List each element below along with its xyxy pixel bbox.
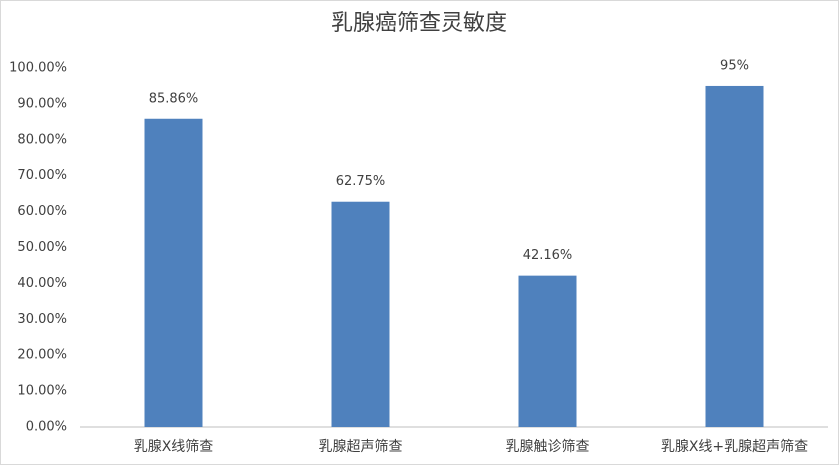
- bar: [331, 201, 390, 427]
- y-tick-label: 0.00%: [26, 420, 67, 435]
- y-tick-label: 30.00%: [17, 312, 67, 327]
- x-tick-label: 乳腺X线+乳腺超声筛查: [661, 439, 808, 455]
- bar: [144, 118, 203, 427]
- y-tick-label: 20.00%: [17, 348, 67, 363]
- y-tick-label: 100.00%: [9, 61, 67, 76]
- y-tick-label: 10.00%: [17, 384, 67, 399]
- x-tick-label: 乳腺触诊筛查: [506, 439, 590, 455]
- y-tick-label: 50.00%: [17, 240, 67, 255]
- bar: [518, 275, 577, 427]
- y-tick-label: 70.00%: [17, 168, 67, 183]
- y-tick-label: 40.00%: [17, 276, 67, 291]
- y-tick-label: 60.00%: [17, 204, 67, 219]
- value-label: 85.86%: [149, 91, 199, 106]
- x-tick-label: 乳腺X线筛查: [134, 439, 214, 455]
- y-tick-label: 80.00%: [17, 132, 67, 147]
- chart-title: 乳腺癌筛查灵敏度: [331, 11, 507, 36]
- y-tick-label: 90.00%: [17, 96, 67, 111]
- bar: [705, 85, 764, 427]
- value-label: 42.16%: [523, 248, 573, 263]
- value-label: 62.75%: [336, 174, 386, 189]
- x-tick-label: 乳腺超声筛查: [319, 439, 403, 455]
- value-label: 95%: [720, 58, 749, 73]
